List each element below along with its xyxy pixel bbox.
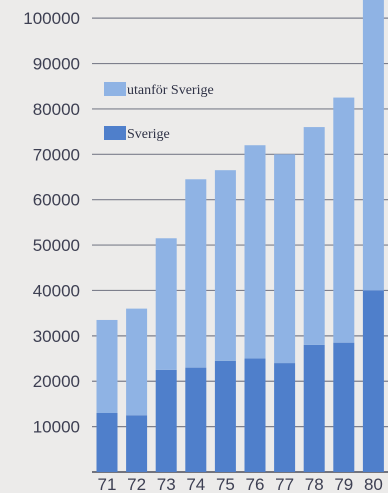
y-tick-label: 60000: [33, 191, 80, 210]
bar-sverige: [333, 342, 355, 472]
bar-sverige: [244, 358, 266, 472]
bar-sverige: [362, 290, 384, 472]
legend-swatch-utanfor-sverige: [104, 82, 126, 96]
legend-swatch-sverige: [104, 126, 126, 140]
bar-utanf-r-sverige: [303, 127, 325, 345]
x-tick-label: 78: [305, 475, 324, 493]
y-tick-label: 90000: [33, 55, 80, 74]
y-tick-label: 30000: [33, 327, 80, 346]
bar-utanf-r-sverige: [244, 145, 266, 359]
legend-label-utanfor-sverige: utanför Sverige: [127, 83, 214, 98]
y-tick-label: 70000: [33, 145, 80, 164]
bar-sverige: [185, 367, 207, 472]
x-tick-label: 76: [246, 475, 265, 493]
bar-utanf-r-sverige: [96, 319, 118, 413]
legend: utanför Sverige Sverige: [104, 82, 214, 142]
x-tick-label: 80: [364, 475, 383, 493]
x-tick-label: 71: [98, 475, 117, 493]
bar-sverige: [155, 369, 177, 472]
bar-utanf-r-sverige: [126, 308, 148, 416]
bar-sverige: [274, 363, 296, 472]
bar-utanf-r-sverige: [362, 0, 384, 291]
x-tick-label: 77: [275, 475, 294, 493]
y-tick-label: 50000: [33, 236, 80, 255]
bar-utanf-r-sverige: [155, 238, 177, 370]
y-tick-label: 10000: [33, 418, 80, 437]
x-tick-label: 79: [334, 475, 353, 493]
bar-sverige: [126, 415, 148, 472]
x-tick-label: 74: [186, 475, 205, 493]
bar-sverige: [96, 413, 118, 472]
y-tick-label: 80000: [33, 100, 80, 119]
legend-label-sverige: Sverige: [127, 127, 170, 142]
bar-utanf-r-sverige: [274, 154, 296, 364]
y-axis: 10000 20000 30000 40000 50000 60000 70000 80000…: [23, 9, 80, 436]
bar-utanf-r-sverige: [185, 179, 207, 368]
bar-sverige: [214, 360, 236, 472]
bar-utanf-r-sverige: [333, 97, 355, 343]
x-tick-label: 75: [216, 475, 235, 493]
x-tick-label: 73: [157, 475, 176, 493]
x-tick-label: 72: [127, 475, 146, 493]
y-tick-label: 20000: [33, 372, 80, 391]
bars: [96, 0, 384, 472]
y-tick-label: 40000: [33, 281, 80, 300]
x-axis: 71 72 73 74 75 76 77 78 79 80: [98, 475, 383, 493]
bar-utanf-r-sverige: [214, 170, 236, 361]
y-tick-label: 100000: [23, 9, 80, 28]
bar-sverige: [303, 344, 325, 472]
